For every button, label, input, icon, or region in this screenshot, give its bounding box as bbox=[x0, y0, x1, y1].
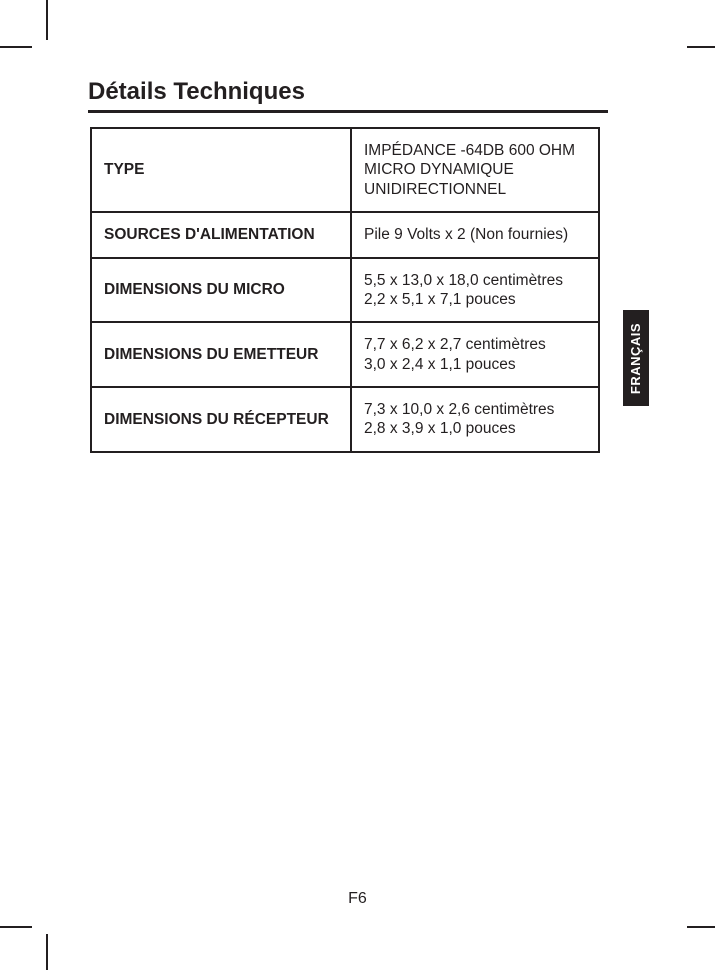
spec-label: SOURCES D'ALIMENTATION bbox=[91, 212, 351, 257]
table-row: DIMENSIONS DU EMETTEUR 7,7 x 6,2 x 2,7 c… bbox=[91, 322, 599, 387]
table-row: DIMENSIONS DU RÉCEPTEUR 7,3 x 10,0 x 2,6… bbox=[91, 387, 599, 452]
spec-label: TYPE bbox=[91, 128, 351, 212]
spec-value: Pile 9 Volts x 2 (Non fournies) bbox=[351, 212, 599, 257]
crop-mark bbox=[687, 46, 715, 48]
crop-mark bbox=[0, 46, 32, 48]
crop-mark bbox=[0, 926, 32, 928]
table-row: TYPE IMPÉDANCE -64DB 600 OHMMICRO DYNAMI… bbox=[91, 128, 599, 212]
crop-mark bbox=[46, 0, 48, 40]
spec-value: 7,3 x 10,0 x 2,6 centimètres2,8 x 3,9 x … bbox=[351, 387, 599, 452]
language-tab: FRANÇAIS bbox=[623, 310, 649, 406]
spec-label: DIMENSIONS DU EMETTEUR bbox=[91, 322, 351, 387]
page-number: F6 bbox=[0, 890, 715, 908]
title-underline bbox=[88, 110, 608, 113]
crop-mark bbox=[687, 926, 715, 928]
spec-label: DIMENSIONS DU RÉCEPTEUR bbox=[91, 387, 351, 452]
crop-mark bbox=[46, 934, 48, 970]
spec-value: 5,5 x 13,0 x 18,0 centimètres2,2 x 5,1 x… bbox=[351, 258, 599, 323]
table-row: SOURCES D'ALIMENTATION Pile 9 Volts x 2 … bbox=[91, 212, 599, 257]
table-row: DIMENSIONS DU MICRO 5,5 x 13,0 x 18,0 ce… bbox=[91, 258, 599, 323]
language-tab-label: FRANÇAIS bbox=[629, 322, 644, 393]
page-content: Détails Techniques TYPE IMPÉDANCE -64DB … bbox=[88, 78, 608, 453]
spec-table: TYPE IMPÉDANCE -64DB 600 OHMMICRO DYNAMI… bbox=[90, 127, 600, 453]
spec-value: IMPÉDANCE -64DB 600 OHMMICRO DYNAMIQUEUN… bbox=[351, 128, 599, 212]
spec-value: 7,7 x 6,2 x 2,7 centimètres3,0 x 2,4 x 1… bbox=[351, 322, 599, 387]
page-title: Détails Techniques bbox=[88, 78, 608, 106]
spec-label: DIMENSIONS DU MICRO bbox=[91, 258, 351, 323]
